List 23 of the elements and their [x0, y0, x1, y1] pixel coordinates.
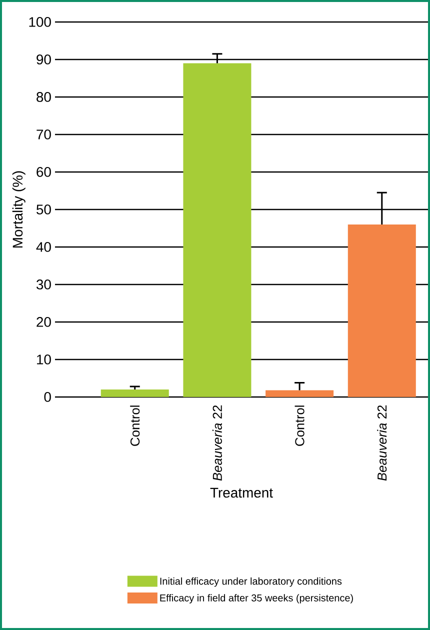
- y-tick-label: 90: [36, 54, 51, 64]
- bar: [100, 389, 169, 397]
- y-tick-label: 80: [36, 92, 51, 102]
- y-tick-label: 70: [36, 130, 51, 140]
- y-tick-label: 60: [36, 167, 51, 177]
- legend-label: Efficacy in field after 35 weeks (persistence): [160, 594, 353, 604]
- x-axis-title: Treatment: [210, 488, 273, 498]
- x-tick-label: Control: [130, 406, 140, 446]
- legend-label: Initial efficacy under laboratory conditions: [160, 577, 342, 587]
- y-tick-label: 100: [29, 17, 51, 27]
- x-tick-label: Control: [294, 406, 304, 446]
- y-tick-label: 30: [36, 280, 51, 290]
- y-tick-label: 50: [36, 204, 51, 214]
- y-tick-label: 40: [36, 242, 51, 252]
- x-tick-label: Beauveria 22: [212, 405, 222, 481]
- y-tick-label: 10: [37, 354, 51, 364]
- bar: [266, 390, 334, 397]
- y-tick-label: 20: [36, 317, 51, 327]
- x-tick-label: Beauveria 22: [377, 405, 387, 481]
- bar: [183, 63, 252, 397]
- y-tick-label: 0: [44, 392, 51, 402]
- y-axis-title: Mortality (%): [12, 171, 26, 248]
- bar: [348, 224, 416, 397]
